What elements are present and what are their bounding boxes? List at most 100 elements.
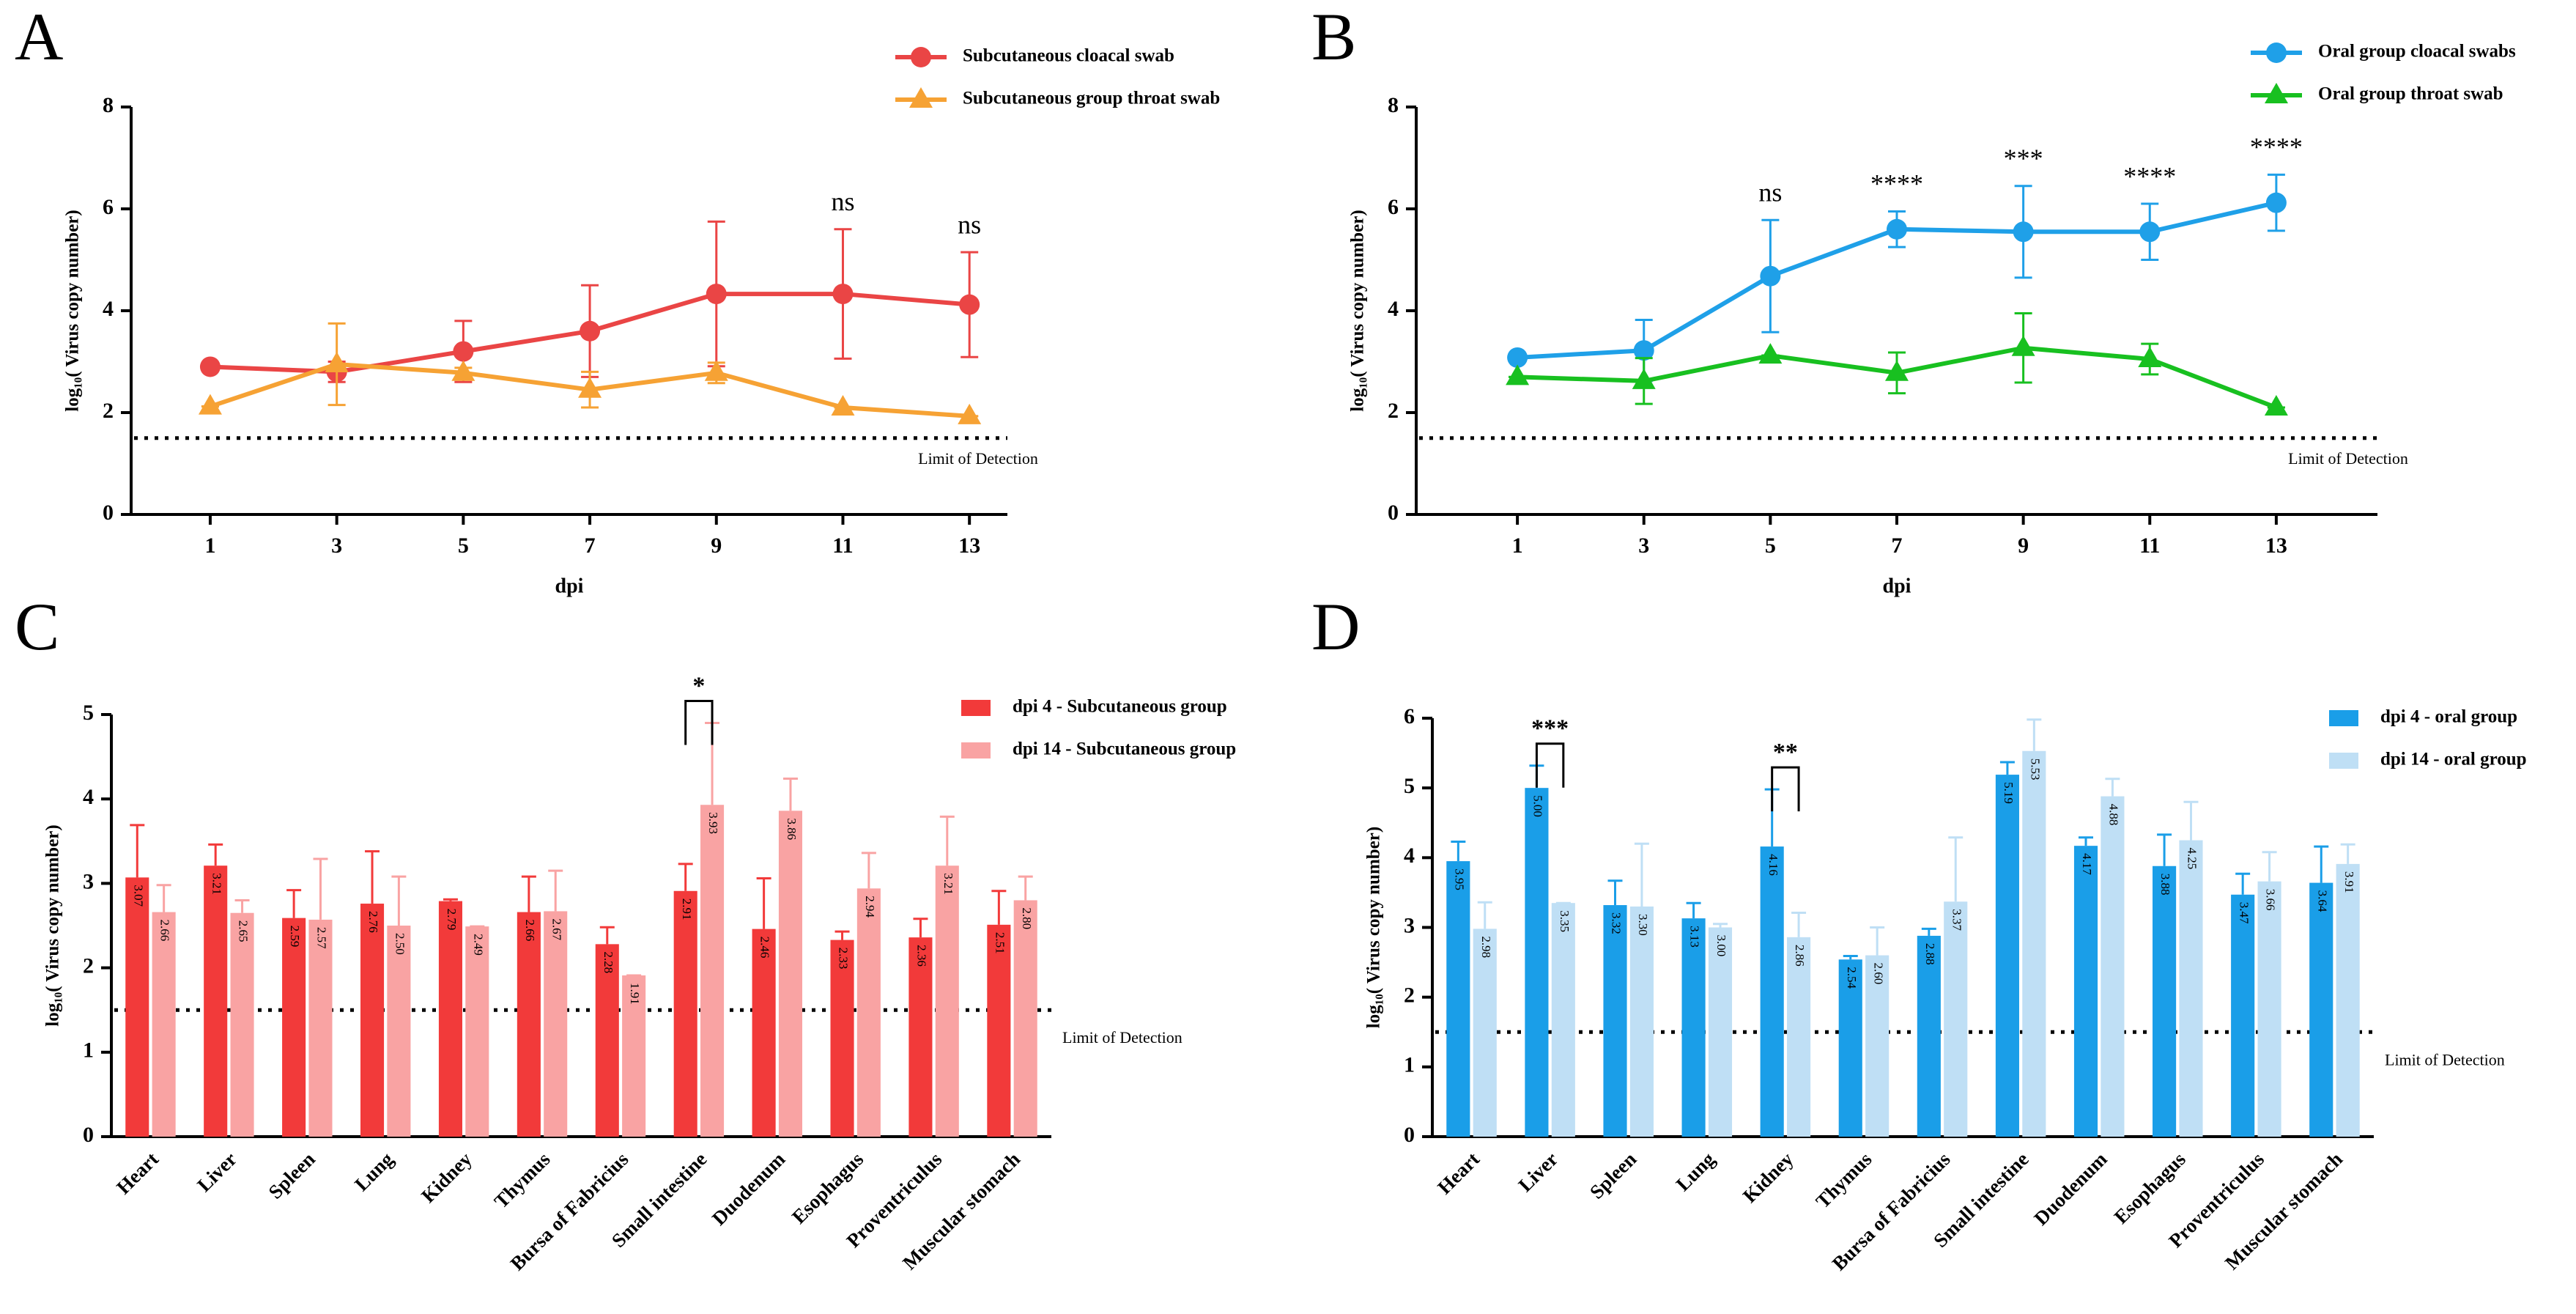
- bar: [1525, 788, 1549, 1137]
- bar: [282, 918, 306, 1137]
- annotation: ****: [1870, 169, 1923, 199]
- legend-swatch: [2329, 710, 2358, 726]
- value-label: 3.32: [1610, 912, 1624, 934]
- point: [1887, 218, 1907, 240]
- bar: [438, 901, 462, 1137]
- value-label: 3.64: [2315, 890, 2329, 912]
- point: [2264, 395, 2288, 416]
- point: [832, 284, 854, 305]
- value-label: 2.66: [523, 920, 537, 942]
- bar: [360, 904, 385, 1137]
- point: [199, 356, 221, 377]
- bar: [2257, 881, 2281, 1137]
- value-label: 2.57: [315, 927, 329, 949]
- annotation: ns: [1758, 178, 1782, 207]
- point: [831, 395, 855, 416]
- legend-label: Oral group cloacal swabs: [2318, 42, 2516, 62]
- bar: [856, 888, 881, 1137]
- y-axis-label: log₁₀( Virus copy number): [63, 210, 83, 411]
- value-label: 2.50: [393, 933, 407, 955]
- value-label: 2.28: [602, 951, 615, 973]
- value-label: 2.86: [1793, 945, 1807, 967]
- y-tick-label: 1: [83, 1038, 94, 1063]
- value-label: 3.35: [1558, 910, 1572, 932]
- x-tick-label: Liver: [1514, 1148, 1563, 1196]
- x-tick-label: 3: [1638, 534, 1649, 558]
- legend-marker: [2266, 43, 2287, 63]
- bar: [1760, 846, 1784, 1137]
- bar: [1603, 905, 1627, 1137]
- bar: [1787, 937, 1811, 1137]
- panel-label: B: [1311, 0, 1356, 74]
- bar: [2309, 882, 2333, 1137]
- y-tick-label: 1: [1404, 1053, 1415, 1077]
- value-label: 5.00: [1531, 795, 1545, 817]
- significance-bracket: [1771, 766, 1800, 812]
- bar: [1629, 906, 1654, 1137]
- value-label: 3.21: [210, 873, 223, 895]
- bar: [2022, 750, 2046, 1137]
- legend-swatch: [961, 742, 991, 758]
- legend-marker: [2265, 83, 2288, 103]
- value-label: 3.37: [1950, 909, 1964, 931]
- y-tick-label: 3: [83, 869, 94, 893]
- point: [2139, 221, 2161, 243]
- legend-marker: [911, 47, 931, 67]
- x-tick-label: 1: [1512, 534, 1523, 558]
- x-axis-label: dpi: [1883, 575, 1911, 597]
- value-label: 3.21: [941, 873, 955, 895]
- x-tick-label: Thymus: [1812, 1148, 1876, 1212]
- panel-label: C: [15, 589, 59, 664]
- x-tick-label: 7: [585, 534, 596, 558]
- legend-label: Subcutaneous cloacal swab: [963, 46, 1174, 66]
- value-label: 1.91: [628, 983, 642, 1005]
- bar: [700, 805, 725, 1137]
- y-tick-label: 3: [1404, 913, 1415, 937]
- bar: [152, 912, 176, 1137]
- x-tick-label: 3: [331, 534, 342, 558]
- annotation: ***: [1531, 715, 1569, 742]
- value-label: 2.76: [366, 911, 380, 933]
- bar: [1838, 959, 1862, 1137]
- bar: [908, 937, 933, 1137]
- y-axis-label: log₁₀( Virus copy number): [1364, 827, 1384, 1028]
- value-label: 2.79: [445, 909, 459, 931]
- y-tick-label: 0: [103, 501, 114, 525]
- bar: [935, 865, 959, 1137]
- reference-label: Limit of Detection: [2385, 1050, 2505, 1068]
- bar: [595, 944, 619, 1137]
- bar: [1551, 903, 1575, 1137]
- x-tick-label: 1: [204, 534, 215, 558]
- point: [2011, 335, 2035, 356]
- y-tick-label: 4: [1404, 844, 1415, 868]
- y-tick-label: 2: [1388, 399, 1399, 423]
- annotation: ****: [2250, 133, 2303, 162]
- bar: [465, 926, 489, 1137]
- point: [959, 294, 980, 315]
- significance-bracket: [1535, 742, 1565, 788]
- point: [2265, 192, 2287, 213]
- value-label: 2.65: [237, 920, 251, 942]
- legend-label: dpi 4 - oral group: [2380, 707, 2517, 727]
- point: [1758, 343, 1783, 364]
- x-tick-label: Thymus: [490, 1148, 555, 1212]
- bar: [308, 919, 333, 1137]
- x-tick-label: 5: [458, 534, 469, 558]
- y-tick-label: 5: [1404, 774, 1415, 798]
- value-label: 4.16: [1766, 854, 1780, 876]
- legend-label: dpi 14 - oral group: [2380, 750, 2527, 769]
- y-tick-label: 0: [1404, 1123, 1415, 1147]
- bar: [544, 911, 568, 1137]
- legend-label: dpi 14 - Subcutaneous group: [1013, 739, 1236, 759]
- value-label: 3.66: [2264, 889, 2278, 911]
- bar: [387, 926, 411, 1137]
- value-label: 2.54: [1845, 967, 1859, 989]
- bar: [1473, 929, 1497, 1137]
- y-tick-label: 2: [83, 953, 94, 978]
- annotation: *: [692, 672, 705, 699]
- y-tick-label: 4: [103, 297, 114, 321]
- y-tick-label: 5: [83, 701, 94, 725]
- bar: [1681, 918, 1706, 1137]
- bar: [1446, 861, 1470, 1137]
- bar: [230, 912, 254, 1137]
